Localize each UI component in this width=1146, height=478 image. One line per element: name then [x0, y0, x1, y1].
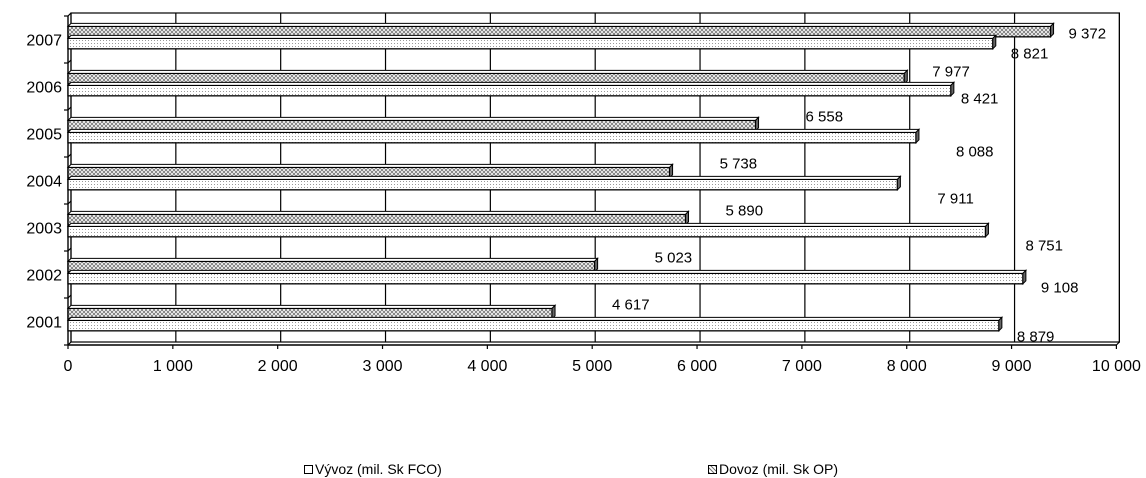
- y-category-label: 2005: [26, 127, 62, 144]
- x-tick-label: 9 000: [992, 358, 1032, 375]
- x-tick-label: 0: [64, 358, 73, 375]
- bar-vyvoz: [67, 272, 1024, 285]
- bar-side-face: [1022, 269, 1027, 286]
- bar-top-face: [66, 34, 998, 39]
- bar-side-face: [992, 34, 997, 51]
- bar-side-face: [984, 222, 989, 239]
- bar-side-face: [685, 210, 690, 227]
- data-label-vyvoz: 8 088: [956, 144, 994, 161]
- y-category-label: 2001: [26, 315, 62, 332]
- bar-top-face: [66, 81, 956, 86]
- bar-top-face: [66, 269, 1028, 274]
- legend-swatch-dovoz: [708, 464, 717, 474]
- data-label-vyvoz: 9 108: [1041, 280, 1079, 297]
- bar-side-face: [755, 116, 760, 133]
- bar-top-face: [66, 116, 760, 121]
- bar-vyvoz: [67, 37, 994, 50]
- data-label-dovoz: 6 558: [806, 109, 844, 126]
- x-tick-label: 7 000: [782, 358, 822, 375]
- x-tick-label: 6 000: [677, 358, 717, 375]
- bar-top-face: [66, 257, 599, 262]
- bar-vyvoz: [67, 319, 1000, 332]
- bar-vyvoz: [67, 225, 987, 238]
- data-label-vyvoz: 7 911: [937, 191, 973, 208]
- legend-label-dovoz: Dovoz (mil. Sk OP): [719, 461, 839, 477]
- legend: Vývoz (mil. Sk FCO) Dovoz (mil. Sk OP): [0, 461, 1146, 477]
- bar-side-face: [594, 257, 599, 274]
- bar-vyvoz: [67, 84, 952, 97]
- bar-side-face: [915, 128, 920, 145]
- bar-side-face: [896, 175, 901, 192]
- data-label-dovoz: 7 977: [932, 64, 970, 81]
- plot-area: 0 1 000 2 000 3 000 4 000 5 000 6 000 7 000 8 00…: [26, 12, 1141, 375]
- x-tick-label: 8 000: [887, 358, 927, 375]
- bar-side-face: [998, 316, 1003, 333]
- data-label-dovoz: 5 023: [655, 250, 693, 267]
- bar-side-face: [1050, 22, 1055, 39]
- bar-side-face: [903, 69, 908, 86]
- bar-side-face: [950, 81, 955, 98]
- y-category-label: 2004: [26, 174, 62, 191]
- legend-label-vyvoz: Vývoz (mil. Sk FCO): [315, 461, 442, 477]
- x-tick-label: 3 000: [362, 358, 402, 375]
- data-label-vyvoz: 8 421: [961, 91, 999, 108]
- data-label-dovoz: 4 617: [612, 297, 650, 314]
- x-axis-depth-line: [1115, 341, 1120, 346]
- data-label-dovoz: 9 372: [1069, 26, 1107, 43]
- bar-top-face: [66, 69, 909, 74]
- y-category-label: 2002: [26, 268, 62, 285]
- data-label-dovoz: 5 738: [720, 156, 758, 173]
- data-label-vyvoz: 8 879: [1017, 329, 1055, 346]
- legend-item-vyvoz: Vývoz (mil. Sk FCO): [304, 461, 442, 477]
- x-tick-label: 2 000: [258, 358, 298, 375]
- bar-top-face: [66, 128, 921, 133]
- bar-vyvoz: [67, 178, 899, 191]
- x-tick-label: 5 000: [572, 358, 612, 375]
- legend-swatch-vyvoz: [304, 464, 313, 474]
- data-label-vyvoz: 8 821: [1011, 46, 1049, 63]
- bar-vyvoz: [67, 131, 917, 144]
- y-category-label: 2003: [26, 221, 62, 238]
- bar-top-face: [66, 163, 674, 168]
- data-label-dovoz: 5 890: [726, 203, 764, 220]
- legend-item-dovoz: Dovoz (mil. Sk OP): [708, 461, 838, 477]
- bar-side-face: [669, 163, 674, 180]
- bar-top-face: [66, 304, 557, 309]
- x-tick-label: 10 000: [1092, 358, 1141, 375]
- bar-top-face: [66, 222, 990, 227]
- data-label-vyvoz: 8 751: [1025, 238, 1063, 255]
- bar-top-face: [66, 210, 690, 215]
- x-tick-label: 1 000: [153, 358, 193, 375]
- bar-side-face: [551, 304, 556, 321]
- bar-top-face: [66, 175, 902, 180]
- bar-top-face: [66, 22, 1055, 27]
- bar-top-face: [66, 316, 1004, 321]
- y-category-label: 2006: [26, 80, 62, 97]
- x-tick-label: 4 000: [467, 358, 507, 375]
- y-category-label: 2007: [26, 33, 62, 50]
